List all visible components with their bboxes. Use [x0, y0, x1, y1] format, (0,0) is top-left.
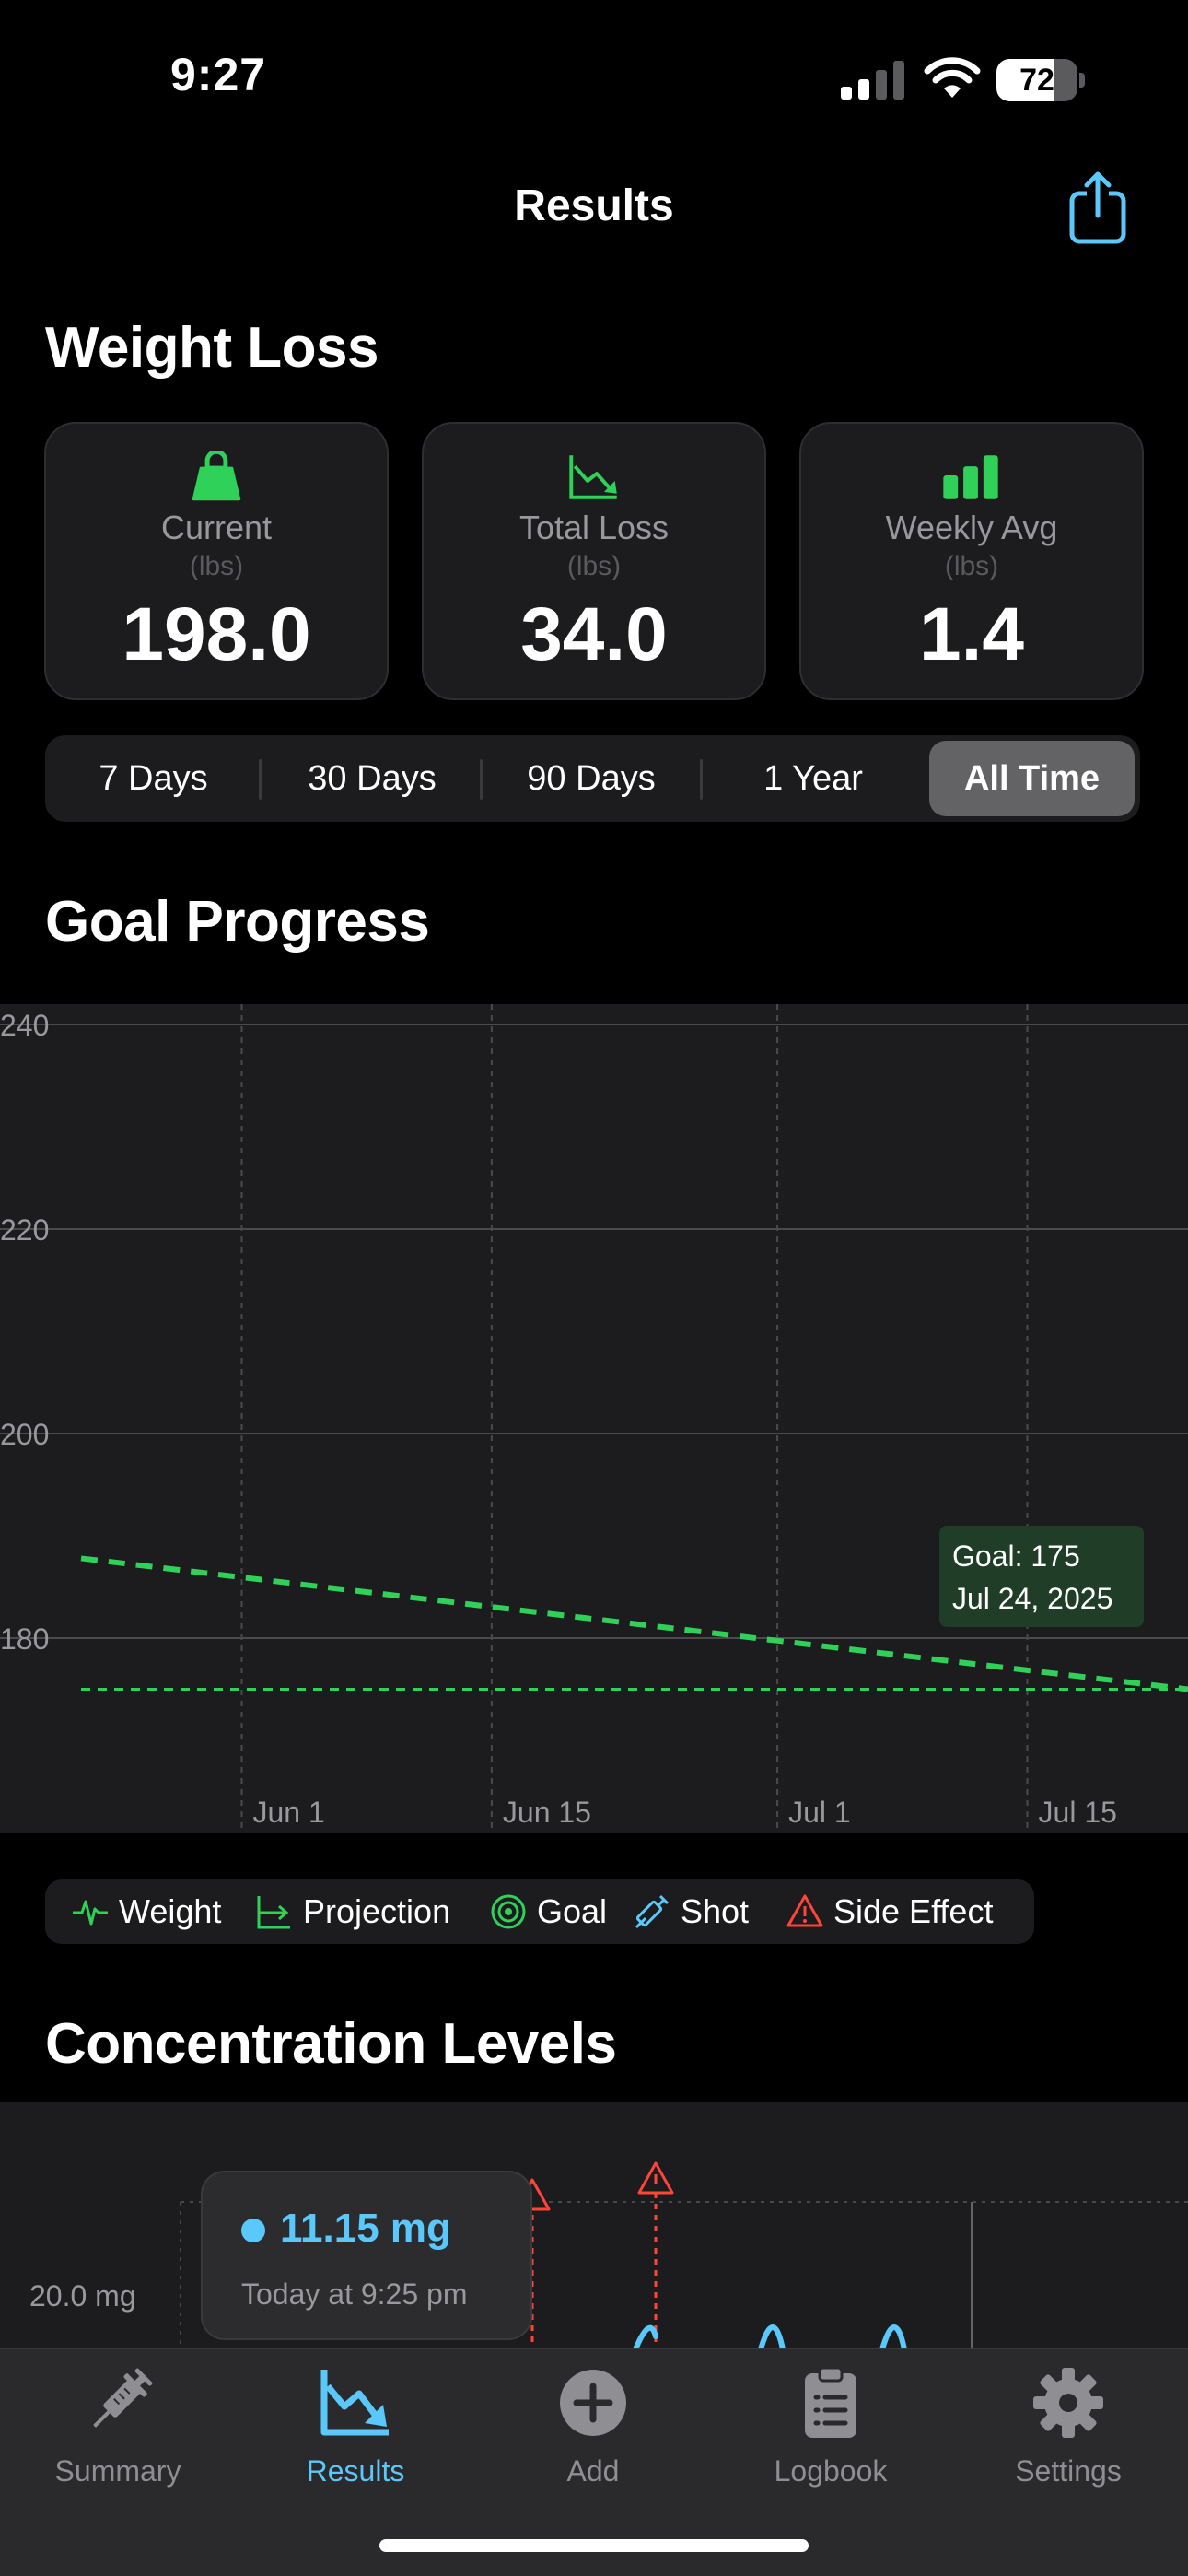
- projection-line: [80, 1555, 1188, 1692]
- goal-tooltip-line1: Goal: 175: [952, 1540, 1080, 1573]
- legend-label: Shot: [681, 1892, 750, 1930]
- stat-unit: (lbs): [566, 551, 622, 581]
- bar-chart-icon: [943, 455, 998, 499]
- goal-tooltip: Goal: 175 Jul 24, 2025: [939, 1526, 1144, 1627]
- legend-goal[interactable]: Goal: [489, 1879, 607, 1944]
- concentration-chart[interactable]: [0, 2102, 1188, 2349]
- tab-add[interactable]: Add: [501, 2366, 685, 2504]
- stat-label: Current: [160, 509, 273, 546]
- stat-value: 34.0: [520, 592, 668, 676]
- projection-icon: [257, 1896, 290, 1929]
- concentration-time: Today at 9:25 pm: [241, 2277, 468, 2311]
- share-icon[interactable]: [1068, 171, 1127, 245]
- concentration-line: [633, 2324, 907, 2349]
- y-tick-label: 200: [0, 1418, 49, 1451]
- legend-label: Goal: [537, 1892, 608, 1930]
- current-weight-card[interactable]: Current (lbs) 198.0: [44, 422, 389, 700]
- stat-unit: (lbs): [944, 551, 999, 581]
- cellular-signal-icon: [841, 61, 904, 100]
- range-segmented-control: 7 Days 30 Days 90 Days 1 Year All Time: [45, 735, 1140, 822]
- concentration-title: Concentration Levels: [45, 2012, 617, 2076]
- tab-summary[interactable]: Summary: [26, 2366, 210, 2504]
- stat-unit: (lbs): [189, 551, 244, 581]
- chart-down-icon: [569, 455, 617, 499]
- tab-label: Settings: [1015, 2454, 1122, 2488]
- legend-label: Side Effect: [833, 1892, 994, 1930]
- goal-tooltip-line2: Jul 24, 2025: [952, 1582, 1112, 1615]
- target-icon: [491, 1894, 526, 1929]
- status-time: 9:27: [170, 49, 267, 100]
- legend-label: Weight: [119, 1892, 222, 1930]
- tab-settings[interactable]: Settings: [976, 2366, 1160, 2504]
- tab-label: Add: [566, 2454, 620, 2488]
- legend-weight[interactable]: Weight: [71, 1879, 221, 1944]
- stat-label: Weekly Avg: [885, 509, 1058, 546]
- stat-value: 1.4: [919, 592, 1024, 676]
- segment-7-days[interactable]: 7 Days: [99, 759, 208, 798]
- legend-label: Projection: [303, 1892, 451, 1930]
- concentration-y-label: 20.0 mg: [29, 2279, 136, 2313]
- chart-down-icon: [320, 2370, 389, 2436]
- waveform-icon: [73, 1900, 108, 1926]
- clipboard-icon: [805, 2366, 856, 2438]
- y-tick-label: 220: [0, 1213, 49, 1247]
- legend-shot[interactable]: Shot: [633, 1879, 749, 1944]
- battery-icon: 72: [996, 59, 1085, 101]
- goal-progress-chart[interactable]: 240 220 200 180 Jun 1 Jun 15 Jul 1 Jul 15 Goal:…: [0, 1004, 1188, 1833]
- legend-side-effect[interactable]: Side Effect: [786, 1879, 993, 1944]
- tab-label: Results: [306, 2454, 405, 2488]
- syringe-icon: [93, 2368, 153, 2428]
- concentration-tooltip: 11.15 mg Today at 9:25 pm: [201, 2171, 532, 2340]
- warning-icon: [786, 1894, 823, 1927]
- legend-projection[interactable]: Projection: [255, 1879, 450, 1944]
- battery-percent: 72: [1019, 63, 1054, 98]
- segment-90-days[interactable]: 90 Days: [527, 759, 656, 798]
- tab-label: Logbook: [774, 2454, 888, 2488]
- page-title: Results: [514, 181, 674, 230]
- x-tick-label: Jul 1: [788, 1796, 851, 1829]
- goal-progress-title: Goal Progress: [45, 890, 430, 954]
- tab-results[interactable]: Results: [263, 2366, 448, 2504]
- y-tick-label: 180: [0, 1622, 49, 1656]
- x-tick-label: Jun 15: [503, 1796, 591, 1829]
- syringe-icon: [635, 1894, 670, 1929]
- side-effect-marker: [637, 2161, 674, 2349]
- tab-bar: Summary Results Add Logbook: [0, 2348, 1188, 2576]
- concentration-dot: [241, 2219, 265, 2242]
- plus-circle-icon: [560, 2370, 626, 2436]
- weight-loss-title: Weight Loss: [45, 316, 379, 380]
- segment-1-year[interactable]: 1 Year: [763, 759, 863, 798]
- y-tick-label: 240: [0, 1009, 49, 1042]
- home-indicator: [379, 2539, 809, 2552]
- weekly-avg-card[interactable]: Weekly Avg (lbs) 1.4: [799, 422, 1144, 700]
- tab-logbook[interactable]: Logbook: [739, 2366, 923, 2504]
- stat-label: Total Loss: [518, 509, 670, 546]
- segment-30-days[interactable]: 30 Days: [308, 759, 437, 798]
- gear-icon: [1033, 2368, 1103, 2438]
- x-tick-label: Jun 1: [252, 1796, 324, 1829]
- tab-label: Summary: [54, 2454, 181, 2488]
- segment-all-time[interactable]: All Time: [929, 741, 1135, 816]
- chart-legend: Weight Projection Goal Shot S: [45, 1879, 1034, 1944]
- kettlebell-icon: [192, 451, 241, 501]
- status-bar: 9:27 72: [0, 0, 1188, 157]
- x-tick-label: Jul 15: [1039, 1796, 1117, 1829]
- wifi-icon: [924, 57, 981, 98]
- concentration-value: 11.15 mg: [280, 2206, 451, 2251]
- total-loss-card[interactable]: Total Loss (lbs) 34.0: [422, 422, 766, 700]
- stat-value: 198.0: [122, 592, 311, 676]
